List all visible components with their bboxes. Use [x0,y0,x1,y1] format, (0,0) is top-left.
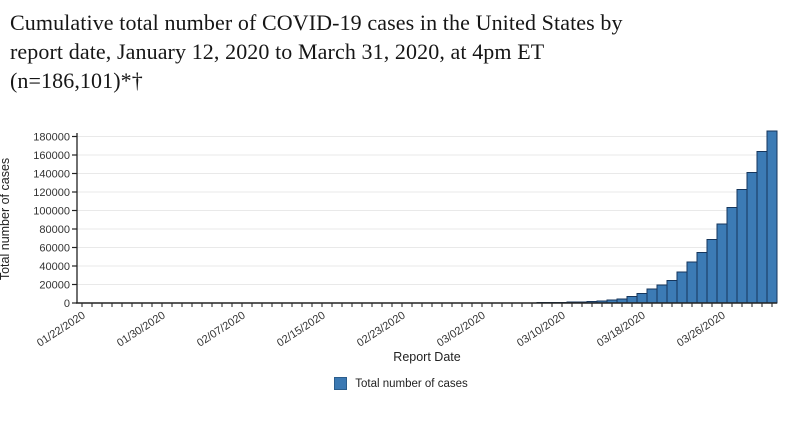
x-tick-label: 03/10/2020 [515,310,568,350]
y-axis-title: Total number of cases [0,158,12,280]
chart-title: Cumulative total number of COVID-19 case… [10,8,774,95]
y-tick-label: 40000 [39,261,70,273]
x-axis-title: Report Date [393,350,460,364]
legend-color-swatch [334,377,348,391]
cumulative-cases-bar-chart: 0 20000 40000 60000 80000 100000 120000 140000 1… [0,130,778,364]
y-tick-label: 0 [64,298,70,310]
x-tick-label: 02/15/2020 [275,310,328,350]
x-tick-label: 01/30/2020 [115,310,168,350]
chart-bar [666,279,678,304]
chart-bar [746,172,758,304]
x-tick-label: 03/02/2020 [435,310,488,350]
chart-bar [636,292,648,304]
y-tick-label: 160000 [33,150,70,162]
chart-container: 0 20000 40000 60000 80000 100000 120000 140000 1… [0,109,786,391]
y-tick-label: 180000 [33,132,70,144]
chart-bar [716,223,728,304]
x-tick-label: 03/26/2020 [675,310,728,350]
chart-title-line-3: (n=186,101)*† [10,68,143,94]
legend-label: Total number of cases [355,377,468,390]
x-tick-label: 03/18/2020 [595,310,648,350]
chart-title-line-2: report date, January 12, 2020 to March 3… [10,39,545,65]
chart-title-line-1: Cumulative total number of COVID-19 case… [10,10,623,35]
chart-bar [646,288,658,304]
chart-bar [696,252,708,304]
chart-bar [766,130,778,304]
chart-bar [656,284,668,304]
chart-bar [706,239,718,304]
chart-bar [626,296,638,304]
legend: Total number of cases [8,377,786,391]
x-tick-label: 02/07/2020 [195,310,248,350]
chart-bar [686,261,698,304]
chart-bar [756,151,768,304]
y-tick-label: 20000 [39,280,70,292]
y-tick-label: 140000 [33,169,70,181]
chart-bar [726,207,738,304]
x-tick-label: 02/23/2020 [355,310,408,350]
y-tick-label: 120000 [33,187,70,199]
y-tick-label: 100000 [33,206,70,218]
y-tick-label: 60000 [39,243,70,255]
x-tick-label: 01/22/2020 [35,310,88,350]
y-tick-label: 80000 [39,224,70,236]
chart-bar [676,271,688,304]
chart-bar [736,189,748,304]
